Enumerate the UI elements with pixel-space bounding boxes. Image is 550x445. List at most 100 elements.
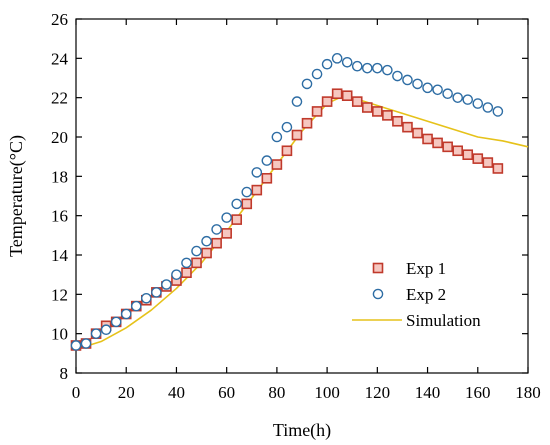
exp2-point [281, 121, 293, 133]
exp1-point [271, 159, 283, 170]
exp2-point [90, 328, 102, 339]
y-tick-label: 24 [51, 49, 69, 68]
exp1-point [462, 149, 474, 160]
exp2-point [422, 82, 433, 94]
exp1-point [221, 228, 232, 239]
exp2-point [100, 324, 112, 336]
exp2-point [161, 279, 172, 290]
exp2-point [110, 316, 122, 328]
exp2-point [311, 68, 323, 80]
x-tick-label: 20 [118, 383, 135, 402]
exp2-point [181, 257, 192, 269]
exp2-point [120, 308, 132, 320]
y-tick-label: 8 [60, 364, 69, 383]
exp2-point [351, 60, 363, 72]
exp2-point [412, 78, 423, 90]
x-axis-title: Time(h) [273, 420, 331, 441]
legend: Exp 1 Exp 2 Simulation [352, 259, 481, 330]
exp2-point [392, 70, 403, 82]
exp2-point [191, 245, 202, 257]
exp2-point [201, 235, 212, 247]
exp1-point [201, 247, 212, 259]
exp1-point [301, 117, 313, 129]
exp1-point [492, 163, 504, 174]
exp1-point [261, 173, 273, 184]
exp2-point [331, 53, 343, 64]
exp1-point [382, 110, 393, 121]
y-axis-title: Temperature(°C) [6, 135, 27, 257]
exp1-point [281, 145, 293, 157]
x-tick-label: 160 [465, 383, 491, 402]
legend-label: Exp 2 [406, 285, 446, 304]
y-tick-label: 20 [51, 128, 68, 147]
exp2-point [251, 167, 263, 178]
exp2-point [432, 84, 443, 96]
exp1-point [412, 127, 423, 139]
exp2-series [70, 53, 504, 351]
y-tick-label: 22 [51, 89, 68, 108]
exp2-point [231, 198, 243, 210]
y-tick-label: 10 [51, 325, 68, 344]
exp1-point [181, 267, 192, 279]
exp1-point [442, 141, 453, 153]
exp2-point [301, 78, 313, 90]
exp1-point [452, 145, 463, 157]
exp1-point [231, 214, 243, 225]
axes: 0 20 40 60 80 100 120 140 160 180 8 10 12 14 16 18 20 22 2… [51, 10, 541, 402]
exp2-point [271, 131, 283, 143]
exp2-point [492, 106, 504, 117]
x-tick-label: 100 [314, 383, 340, 402]
exp1-point [341, 90, 353, 101]
exp2-point [171, 269, 182, 280]
plot-frame [75, 18, 529, 374]
exp2-point [80, 338, 92, 349]
simulation-line [75, 96, 529, 351]
exp1-point [241, 198, 253, 210]
exp1-point [291, 129, 303, 141]
exp2-point [361, 62, 373, 74]
exp2-point [472, 98, 484, 109]
x-tick-label: 180 [515, 383, 541, 402]
y-tick-label: 18 [51, 167, 68, 186]
exp2-point [221, 212, 232, 223]
legend-square-swatch [372, 262, 384, 274]
exp2-point [382, 64, 393, 76]
y-tick-label: 16 [51, 207, 68, 226]
y-tick-label: 26 [51, 10, 68, 29]
exp2-point [372, 62, 383, 74]
exp2-point [211, 224, 222, 235]
exp2-point [70, 340, 82, 351]
exp1-point [331, 88, 343, 100]
exp2-point [141, 292, 152, 304]
exp1-point [311, 106, 323, 117]
x-tick-label: 40 [168, 383, 185, 402]
exp2-point [261, 155, 273, 166]
exp1-point [392, 115, 403, 127]
x-tick-label: 140 [415, 383, 441, 402]
exp1-point [361, 102, 373, 113]
x-tick-label: 120 [365, 383, 391, 402]
exp1-point [402, 121, 413, 133]
y-tick-label: 14 [51, 246, 69, 265]
x-tick-label: 60 [218, 383, 235, 402]
exp1-point [251, 184, 263, 196]
exp1-point [472, 153, 484, 164]
exp1-point [432, 137, 443, 149]
exp2-point [291, 96, 303, 107]
exp2-point [402, 74, 413, 86]
exp1-point [321, 96, 333, 107]
exp2-point [442, 88, 453, 100]
exp1-point [211, 237, 222, 249]
x-tick-label: 80 [268, 383, 285, 402]
exp2-point [241, 186, 253, 198]
exp2-point [452, 92, 463, 103]
data-series [70, 53, 529, 351]
exp2-point [151, 287, 162, 298]
exp1-point [482, 157, 494, 168]
exp2-point [462, 94, 474, 105]
exp2-point [130, 300, 142, 312]
exp2-point [321, 58, 333, 70]
exp1-point [372, 106, 383, 117]
y-tick-label: 12 [51, 285, 68, 304]
